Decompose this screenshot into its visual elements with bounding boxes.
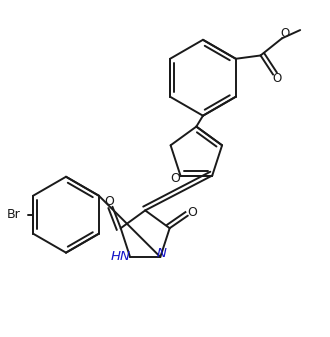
- Text: O: O: [171, 172, 181, 185]
- Text: N: N: [157, 247, 167, 260]
- Text: O: O: [280, 27, 289, 39]
- Text: O: O: [273, 72, 282, 85]
- Text: HN: HN: [110, 250, 130, 263]
- Text: O: O: [187, 206, 197, 219]
- Text: O: O: [104, 195, 114, 208]
- Text: Br: Br: [7, 208, 21, 220]
